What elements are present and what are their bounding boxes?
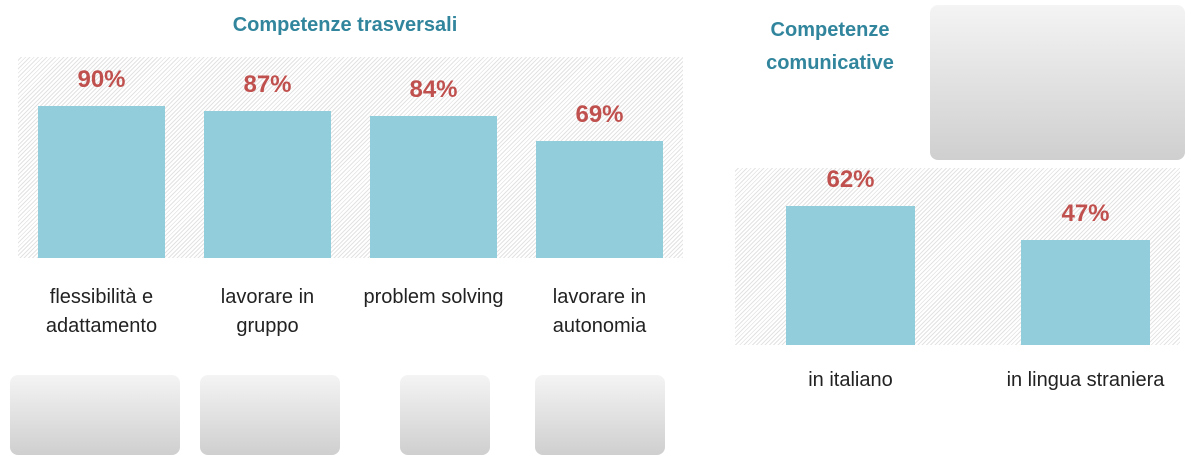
- value-label: 69%: [575, 101, 624, 129]
- value-label: 62%: [826, 166, 875, 194]
- bar: [370, 116, 497, 258]
- bar: [786, 206, 915, 345]
- chart-title: Competenze trasversali: [232, 14, 458, 36]
- bar: [204, 111, 331, 258]
- icon-house: [200, 375, 340, 455]
- icon-figures: [10, 375, 180, 455]
- value-label: 47%: [1061, 199, 1110, 227]
- bar: [38, 105, 165, 258]
- value-label: 90%: [77, 65, 126, 93]
- bar: [1021, 239, 1150, 345]
- chart-title: Competenze comunicative: [766, 19, 894, 74]
- category-label: lavorare in gruppo: [220, 286, 315, 337]
- icon-speakers: [930, 5, 1185, 160]
- icon-leader: [535, 375, 665, 455]
- value-label: 87%: [243, 71, 292, 99]
- icon-bulb: [400, 375, 490, 455]
- value-label: 84%: [409, 76, 458, 104]
- category-label: in italiano: [808, 369, 893, 391]
- bar: [536, 141, 663, 258]
- category-label: lavorare in autonomia: [552, 286, 647, 337]
- category-label: problem solving: [363, 286, 504, 308]
- category-label: flessibilità e adattamento: [45, 286, 158, 337]
- category-label: in lingua straniera: [1006, 369, 1165, 391]
